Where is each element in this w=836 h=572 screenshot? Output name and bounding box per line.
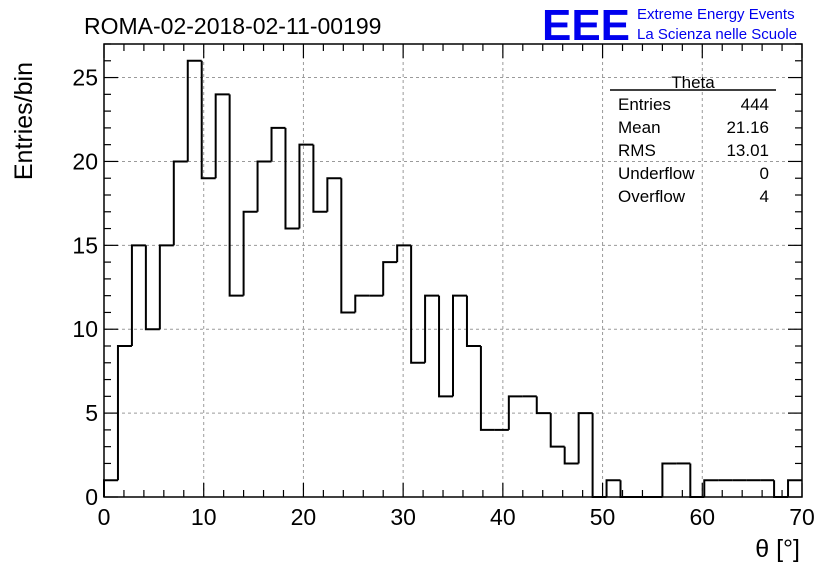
stats-underflow-value: 0 — [760, 164, 769, 183]
stats-title: Theta — [671, 73, 715, 92]
histogram-bin — [424, 294, 440, 363]
histogram-bin — [605, 479, 621, 497]
histogram-bin — [396, 244, 412, 263]
stats-overflow-value: 4 — [760, 187, 769, 206]
histogram-bin — [172, 160, 188, 246]
histogram-bin — [563, 446, 579, 465]
stats-rms-label: RMS — [618, 141, 656, 160]
stats-overflow-label: Overflow — [618, 187, 686, 206]
x-tick-label: 40 — [490, 504, 516, 530]
histogram-bin — [661, 462, 677, 497]
histogram-bin — [452, 294, 467, 397]
y-tick-label: 25 — [72, 65, 98, 91]
histogram-bin — [479, 346, 495, 431]
x-axis-title: θ [°] — [755, 535, 800, 563]
y-tick-label: 5 — [85, 400, 98, 426]
stats-entries-label: Entries — [618, 95, 671, 114]
y-tick-label: 20 — [72, 148, 98, 174]
y-tick-label: 0 — [85, 484, 98, 510]
x-tick-label: 30 — [390, 504, 416, 530]
histogram-bin — [465, 295, 481, 347]
histogram-bin — [507, 395, 523, 430]
histogram-bin — [326, 177, 342, 212]
y-tick-label: 15 — [72, 232, 98, 258]
stats-box: Theta Entries 444 Mean 21.16 RMS 13.01 U… — [610, 73, 776, 206]
histogram-series — [103, 59, 802, 498]
histogram-bin — [214, 93, 230, 179]
histogram-bin — [228, 94, 244, 297]
histogram-bin — [410, 245, 426, 364]
histogram-bin — [340, 178, 356, 314]
x-tick-label: 60 — [689, 504, 715, 530]
histogram-bin — [438, 295, 453, 398]
histogram-bin — [144, 245, 160, 331]
plot-frame — [103, 43, 803, 498]
stats-mean-label: Mean — [618, 118, 661, 137]
histogram-bin — [535, 396, 551, 415]
eee-logo: EEE Extreme Energy Events La Scienza nel… — [542, 1, 797, 50]
stats-mean-value: 21.16 — [726, 118, 769, 137]
histogram-bin — [270, 126, 286, 162]
x-tick-label: 0 — [98, 504, 111, 530]
histogram-bin — [116, 345, 132, 481]
histogram-bin — [284, 127, 300, 230]
histogram-bin — [242, 210, 258, 296]
histogram-bin — [549, 413, 565, 448]
x-tick-label: 20 — [291, 504, 317, 530]
histogram-bin — [382, 261, 398, 296]
histogram-bin — [200, 60, 216, 180]
x-tick-label: 70 — [789, 504, 815, 530]
eee-logo-line1: Extreme Energy Events — [637, 6, 795, 23]
histogram-bin — [354, 294, 370, 313]
histogram-bin — [130, 244, 146, 346]
histogram-bin — [256, 160, 272, 212]
histogram-bin — [158, 244, 174, 330]
x-tick-label: 50 — [590, 504, 616, 530]
histogram-bin — [703, 479, 719, 497]
stats-entries-value: 444 — [741, 95, 769, 114]
histogram-bin — [298, 143, 314, 229]
eee-logo-line2: La Scienza nelle Scuole — [637, 26, 797, 43]
histogram-bin — [312, 144, 328, 213]
x-tick-label: 10 — [191, 504, 217, 530]
stats-underflow-label: Underflow — [618, 164, 695, 183]
histogram-bin — [186, 59, 202, 162]
histogram-bin — [577, 412, 593, 464]
stats-rms-value: 13.01 — [726, 141, 769, 160]
eee-logo-mark: EEE — [542, 1, 630, 50]
y-tick-label: 10 — [72, 316, 98, 342]
y-axis-title: Entries/bin — [10, 62, 38, 180]
run-title: ROMA-02-2018-02-11-00199 — [84, 13, 381, 39]
